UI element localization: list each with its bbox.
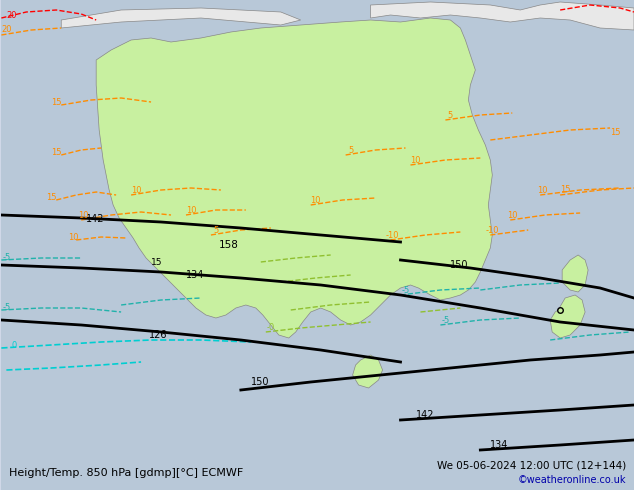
- Text: 10: 10: [186, 206, 196, 215]
- Text: ©weatheronline.co.uk: ©weatheronline.co.uk: [517, 475, 626, 485]
- Polygon shape: [562, 255, 588, 292]
- Text: 10: 10: [537, 186, 547, 195]
- Text: We 05-06-2024 12:00 UTC (12+144): We 05-06-2024 12:00 UTC (12+144): [437, 460, 626, 470]
- Text: -5: -5: [401, 286, 410, 295]
- Polygon shape: [353, 355, 382, 388]
- Text: 10: 10: [311, 196, 321, 205]
- Text: 150: 150: [251, 377, 269, 387]
- Text: 5: 5: [448, 111, 453, 120]
- Text: 15: 15: [560, 185, 571, 194]
- Polygon shape: [96, 18, 493, 338]
- Text: 10: 10: [410, 156, 421, 165]
- Text: 10: 10: [131, 186, 141, 195]
- Text: 5: 5: [348, 146, 353, 155]
- Text: 0: 0: [11, 341, 16, 350]
- Text: 15: 15: [151, 258, 162, 267]
- Text: -5: -5: [3, 253, 11, 262]
- Text: 126: 126: [149, 330, 167, 340]
- Text: -5: -5: [3, 303, 11, 312]
- Text: 142: 142: [415, 410, 434, 420]
- Text: 15: 15: [610, 128, 620, 137]
- Text: 10: 10: [78, 211, 89, 220]
- Text: -10: -10: [486, 226, 499, 235]
- Text: 15: 15: [46, 193, 56, 202]
- Text: 20: 20: [6, 11, 17, 20]
- Text: 150: 150: [450, 260, 469, 270]
- Text: 134: 134: [186, 270, 204, 280]
- Text: 5: 5: [213, 226, 219, 235]
- Text: 142: 142: [86, 214, 105, 224]
- Text: 134: 134: [490, 440, 508, 450]
- Polygon shape: [550, 295, 585, 338]
- Polygon shape: [370, 2, 634, 30]
- Text: 15: 15: [51, 98, 61, 107]
- Text: 15: 15: [51, 148, 61, 157]
- Text: 10: 10: [507, 211, 517, 220]
- Text: 20: 20: [1, 25, 11, 34]
- Text: Height/Temp. 850 hPa [gdmp][°C] ECMWF: Height/Temp. 850 hPa [gdmp][°C] ECMWF: [10, 468, 243, 478]
- Text: -5: -5: [441, 316, 450, 325]
- Text: 10: 10: [68, 233, 79, 242]
- Polygon shape: [61, 8, 301, 28]
- Text: -0: -0: [267, 323, 275, 332]
- Text: 158: 158: [219, 240, 239, 250]
- Text: -10: -10: [385, 231, 399, 240]
